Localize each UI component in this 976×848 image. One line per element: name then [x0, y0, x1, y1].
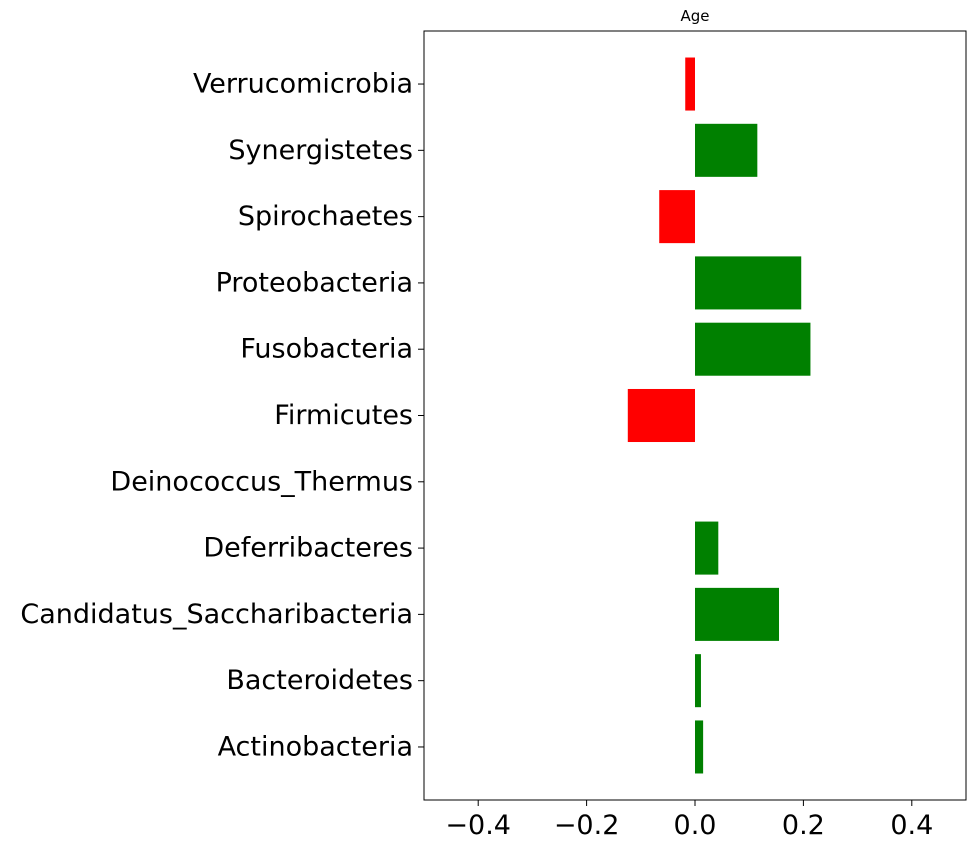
y-tick-label: Actinobacteria: [218, 731, 413, 762]
axes-frame: [423, 30, 967, 801]
x-axis-ticks: −0.4 −0.2 0.0 0.2 0.4: [445, 800, 933, 841]
bar-verrucomicrobia: [685, 57, 695, 111]
y-tick-label: Candidatus_Saccharibacteria: [20, 599, 413, 630]
x-tick-label: 0.4: [890, 810, 933, 841]
y-tick-label: Spirochaetes: [238, 201, 413, 232]
y-tick-label: Synergistetes: [228, 135, 413, 166]
y-tick-label: Bacteroidetes: [226, 665, 413, 696]
bar-synergistetes: [695, 123, 758, 177]
x-tick-label: −0.2: [554, 810, 620, 841]
chart-title: Age: [680, 7, 709, 25]
bar-bacteroidetes: [695, 654, 701, 708]
bar-fusobacteria: [695, 322, 811, 376]
bars-group: [627, 57, 811, 774]
bar-candidatus-saccharibacteria: [695, 587, 780, 641]
y-tick-label: Verrucomicrobia: [193, 69, 413, 100]
bar-spirochaetes: [659, 190, 695, 244]
bar-firmicutes: [627, 388, 695, 443]
y-tick-label: Deinococcus_Thermus: [110, 466, 413, 497]
x-tick-label: 0.2: [782, 810, 825, 841]
y-tick-label: Firmicutes: [274, 400, 413, 431]
y-axis-ticks: Actinobacteria Bacteroidetes Candidatus_Sa…: [20, 69, 424, 762]
y-tick-label: Deferribacteres: [203, 533, 413, 564]
bar-proteobacteria: [695, 256, 802, 310]
bar-actinobacteria: [695, 720, 704, 774]
x-tick-label: 0.0: [674, 810, 717, 841]
bar-deferribacteres: [695, 521, 719, 575]
x-tick-label: −0.4: [445, 810, 511, 841]
y-tick-label: Fusobacteria: [240, 334, 413, 365]
y-tick-label: Proteobacteria: [216, 267, 413, 298]
